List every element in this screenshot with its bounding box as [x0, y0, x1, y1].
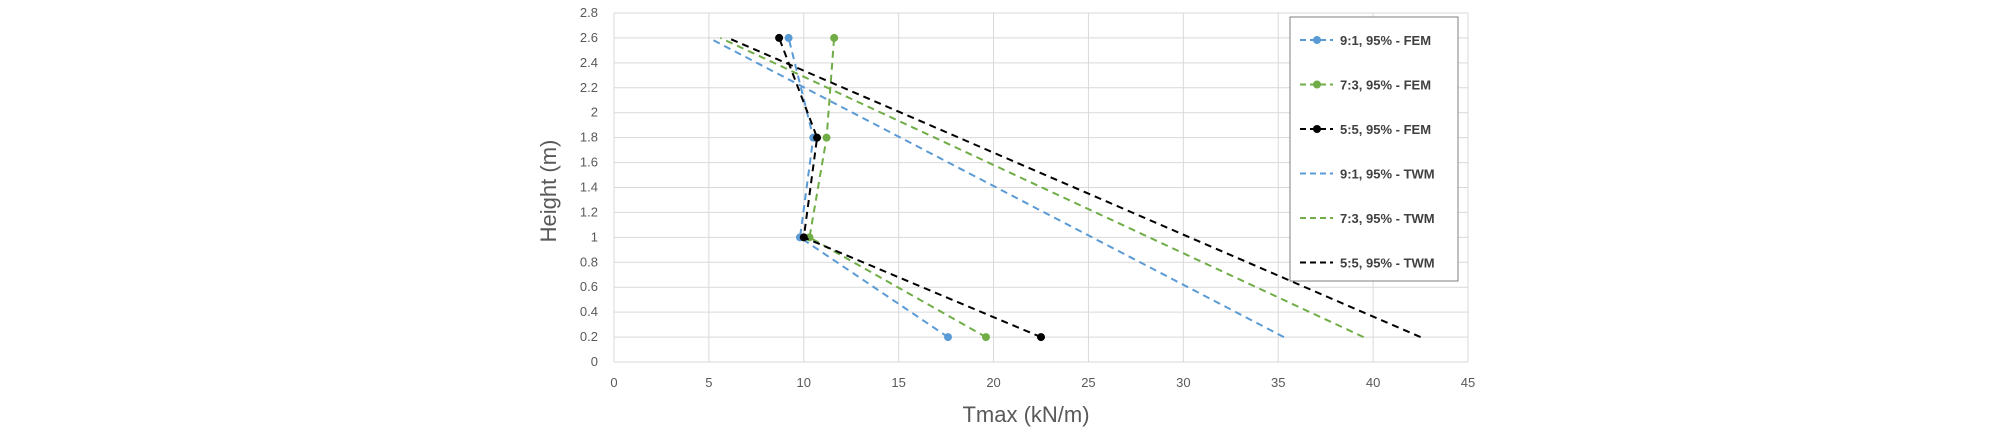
legend-label: 5:5, 95% - FEM: [1340, 122, 1431, 137]
series-lines: [708, 33, 1421, 342]
series-line-6: [727, 36, 1421, 339]
y-tick-label: 1.6: [580, 155, 598, 170]
x-tick-label: 10: [797, 375, 811, 390]
series-line-3: [778, 37, 1042, 339]
data-point-3: [775, 33, 784, 42]
x-tick-label: 15: [891, 375, 905, 390]
data-point-2: [981, 333, 990, 342]
legend-label: 9:1, 95% - FEM: [1340, 33, 1431, 48]
data-point-1: [784, 33, 793, 42]
y-tick-label: 0.6: [580, 279, 598, 294]
x-tick-label: 35: [1271, 375, 1285, 390]
y-tick-label: 2.2: [580, 80, 598, 95]
y-tick-label: 1.2: [580, 204, 598, 219]
legend-marker: [1313, 36, 1321, 44]
y-tick-label: 0.4: [580, 304, 598, 319]
legend-marker: [1313, 125, 1321, 133]
y-tick-label: 0.8: [580, 254, 598, 269]
data-point-3: [813, 133, 822, 142]
y-tick-label: 2.4: [580, 55, 598, 70]
legend-label: 9:1, 95% - TWM: [1340, 167, 1435, 182]
series-line-1: [787, 37, 949, 338]
legend-label: 7:3, 95% - FEM: [1340, 78, 1431, 93]
x-tick-label: 45: [1461, 375, 1475, 390]
y-tick-labels: 0 0.2 0.4 0.6 0.8 1 1.2 1.4 1.6 1.8 2 2.2 2.4 2.6 2.8: [580, 5, 598, 369]
data-point-2: [822, 133, 831, 142]
y-tick-label: 0: [591, 354, 598, 369]
y-tick-label: 1.8: [580, 130, 598, 145]
y-tick-label: 2.6: [580, 30, 598, 45]
x-tick-label: 40: [1366, 375, 1380, 390]
x-tick-label: 0: [610, 375, 617, 390]
y-tick-label: 0.2: [580, 329, 598, 344]
y-tick-label: 1.4: [580, 180, 598, 195]
x-tick-labels: 0 5 10 15 20 25 30 35 40 45: [610, 375, 1475, 390]
x-tick-label: 25: [1081, 375, 1095, 390]
y-tick-label: 2.8: [580, 5, 598, 20]
series-line-2: [808, 37, 987, 338]
legend-marker: [1313, 80, 1321, 89]
x-axis-title: Tmax (kN/m): [962, 402, 1089, 427]
data-point-2: [830, 33, 839, 42]
series-line-4: [708, 37, 1285, 338]
y-axis-title: Height (m): [536, 140, 561, 243]
legend: 9:1, 95% - FEM 7:3, 95% - FEM 5:5, 95% - F…: [1289, 16, 1459, 282]
series-line-5: [719, 36, 1365, 339]
y-tick-label: 1: [591, 229, 598, 244]
data-point-3: [1037, 333, 1045, 342]
x-tick-label: 30: [1176, 375, 1190, 390]
legend-label: 5:5, 95% - TWM: [1340, 256, 1435, 271]
x-tick-label: 20: [986, 375, 1000, 390]
y-tick-label: 2: [591, 105, 598, 120]
legend-box: [1289, 16, 1459, 282]
legend-label: 7:3, 95% - TWM: [1340, 211, 1435, 226]
data-point-1: [944, 333, 953, 342]
data-point-3: [799, 233, 808, 242]
x-tick-label: 5: [705, 375, 712, 390]
